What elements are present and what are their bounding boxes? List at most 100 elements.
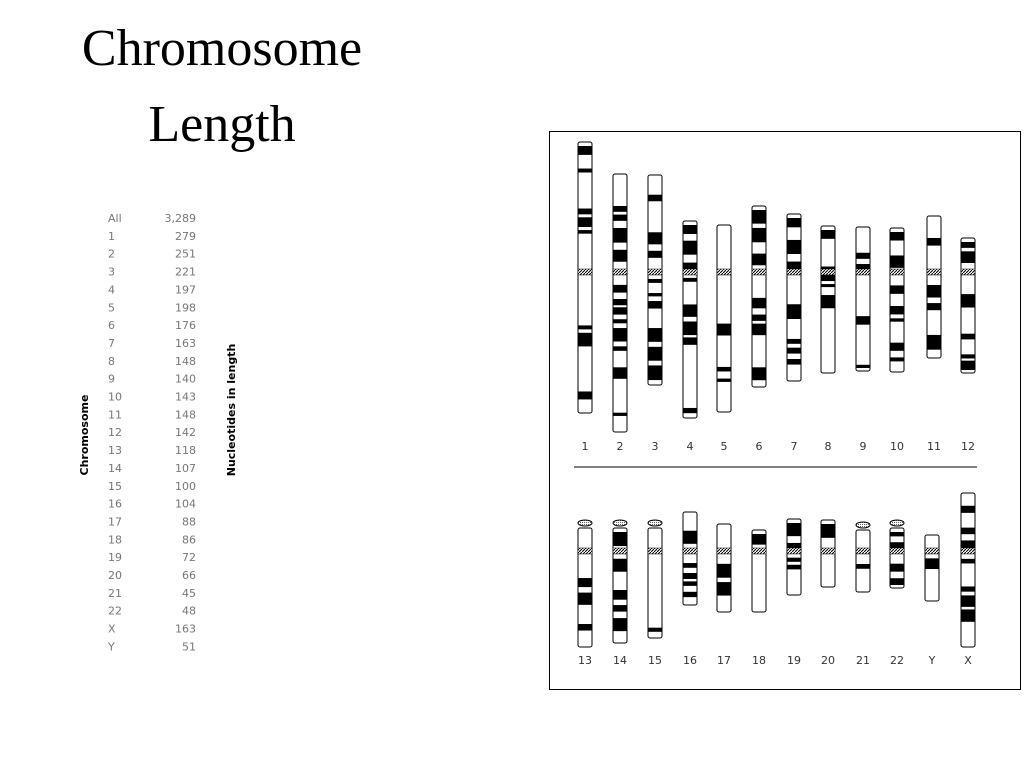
band	[787, 564, 801, 570]
band	[787, 557, 801, 562]
chromosome-label: 4	[687, 440, 694, 453]
band	[752, 534, 766, 545]
row-name: 5	[108, 301, 115, 314]
row-name: 3	[108, 266, 115, 279]
row-value: 176	[175, 319, 196, 332]
band	[578, 332, 592, 347]
row-value: 48	[182, 605, 196, 618]
band	[961, 586, 975, 592]
band	[613, 532, 627, 547]
row-name: 9	[108, 373, 115, 386]
band	[890, 542, 904, 551]
row-value: 221	[175, 266, 196, 279]
band	[613, 205, 627, 212]
row-name: 7	[108, 337, 115, 350]
title-line: Chromosome Length	[82, 20, 362, 153]
row-name: X	[108, 623, 116, 636]
row-value: 86	[182, 533, 196, 546]
band	[578, 592, 592, 605]
band	[961, 609, 975, 622]
satellite	[577, 519, 593, 527]
band	[752, 227, 766, 243]
band	[578, 217, 592, 228]
centromere	[924, 547, 940, 555]
band	[578, 146, 592, 155]
band	[613, 284, 627, 293]
band	[613, 412, 627, 416]
band	[787, 347, 801, 354]
band	[927, 303, 941, 311]
centromere	[960, 547, 976, 555]
band	[890, 318, 904, 322]
row-value: 88	[182, 515, 196, 528]
band	[787, 542, 801, 552]
band	[787, 218, 801, 228]
row-value: 100	[175, 480, 196, 493]
band	[613, 558, 627, 572]
chromosome	[612, 527, 628, 644]
band	[613, 346, 627, 351]
row-name: 10	[108, 391, 122, 404]
band	[578, 325, 592, 330]
row-value: 51	[182, 640, 196, 653]
band	[890, 578, 904, 585]
band	[648, 328, 662, 342]
chromosome-label: 14	[613, 654, 627, 667]
band	[856, 564, 870, 569]
band	[961, 333, 975, 340]
band	[890, 255, 904, 268]
chromosome-label: 15	[648, 654, 662, 667]
band	[927, 334, 941, 350]
band	[821, 284, 835, 288]
band	[683, 337, 697, 345]
band	[821, 230, 835, 239]
band	[752, 314, 766, 321]
satellite	[647, 519, 663, 527]
band	[890, 342, 904, 351]
row-value: 148	[175, 355, 196, 368]
band	[961, 505, 975, 513]
centromere	[751, 547, 767, 555]
band	[683, 530, 697, 544]
band	[613, 249, 627, 262]
band	[648, 278, 662, 283]
band	[717, 366, 731, 372]
centromere	[612, 547, 628, 555]
row-name: 2	[108, 248, 115, 261]
chromosome-label: 1	[582, 440, 589, 453]
band	[821, 295, 835, 309]
value-axis-label: Nucleotides in length	[225, 344, 238, 477]
centromere	[751, 268, 767, 276]
row-name: 6	[108, 319, 115, 332]
band	[927, 237, 941, 246]
band	[856, 252, 870, 259]
band	[717, 378, 731, 382]
band	[961, 251, 975, 263]
row-value: 45	[182, 587, 196, 600]
chromosome-label: Y	[928, 654, 936, 667]
row-value: 142	[175, 426, 196, 439]
centromere	[820, 547, 836, 555]
row-value: 143	[175, 391, 196, 404]
band	[648, 293, 662, 297]
band	[648, 346, 662, 361]
band	[961, 360, 975, 370]
row-value: 72	[182, 551, 196, 564]
row-name: 15	[108, 480, 122, 493]
band	[961, 294, 975, 308]
band	[752, 367, 766, 381]
chromosome	[786, 518, 802, 596]
band	[787, 523, 801, 537]
chromosome-label: 18	[752, 654, 766, 667]
band	[578, 578, 592, 588]
row-name: 16	[108, 498, 122, 511]
band	[961, 595, 975, 607]
chromosome	[577, 527, 593, 648]
band	[890, 357, 904, 362]
satellite	[889, 519, 905, 527]
row-value: 66	[182, 569, 196, 582]
chromosome-label: 20	[821, 654, 835, 667]
chromosome-label: 22	[890, 654, 904, 667]
row-value: 148	[175, 408, 196, 421]
row-name: 4	[108, 283, 115, 296]
